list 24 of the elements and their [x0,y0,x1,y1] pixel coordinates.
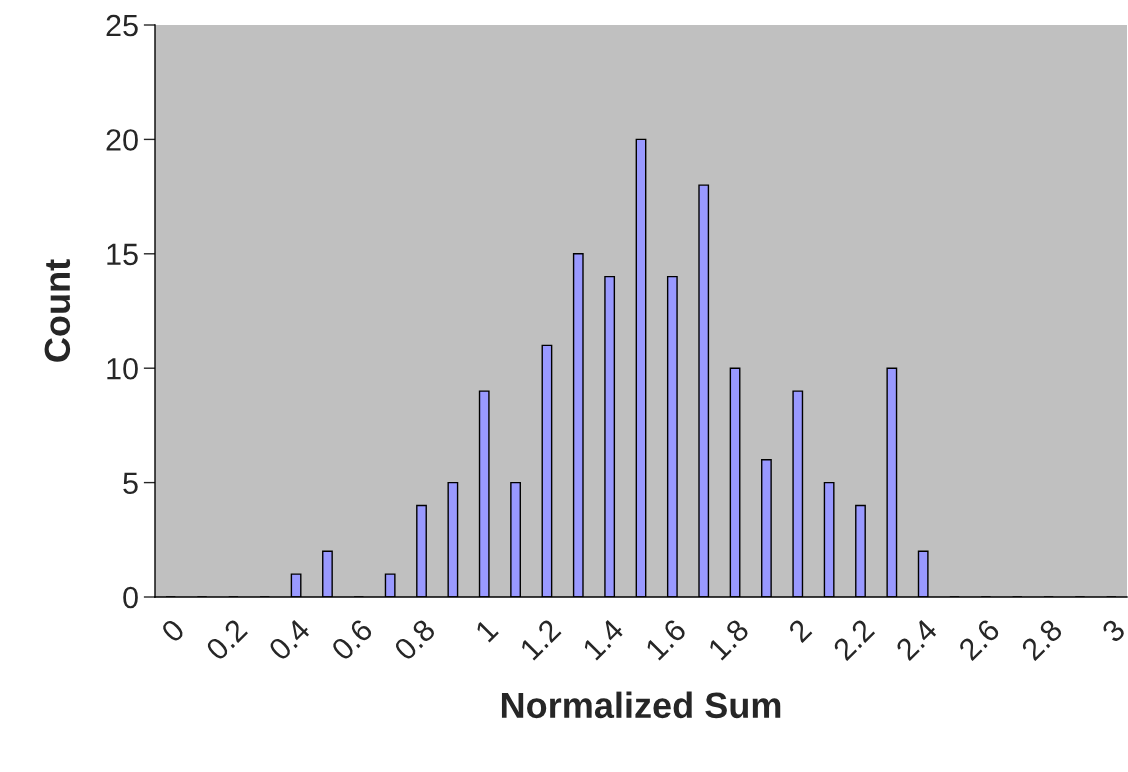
x-tick-label: 1 [474,618,499,643]
x-tick-label: 2.6 [957,617,1001,662]
x-tick-label: 2.2 [832,618,876,662]
x-tick-label: 0.6 [330,617,374,662]
x-tick-label: 3 [1100,617,1127,644]
y-axis-title: Count [44,259,71,362]
x-tick-label: 1.8 [707,617,750,661]
x-tick-label: 1.4 [582,617,625,661]
x-tick-label: 2 [787,618,813,644]
x-tick-label: 0.2 [204,618,249,662]
y-tick-label: 20 [106,129,138,151]
x-tick-label: 1.6 [644,617,688,661]
x-tick-label: 0.4 [267,617,312,662]
x-tick-label: 2.4 [894,617,939,662]
x-tick-label: 2.8 [1020,617,1064,662]
y-tick-label: 10 [107,357,138,380]
y-tick-label: 25 [106,14,138,37]
y-tick-label: 0 [123,586,138,609]
x-tick-label: 1.2 [519,618,562,661]
y-tick-label: 5 [123,472,138,494]
x-tick-label: 0 [160,617,186,644]
x-axis-title: Normalized Sum [501,691,781,719]
x-tick-label: 0.8 [392,617,437,662]
y-tick-label: 15 [107,243,138,266]
